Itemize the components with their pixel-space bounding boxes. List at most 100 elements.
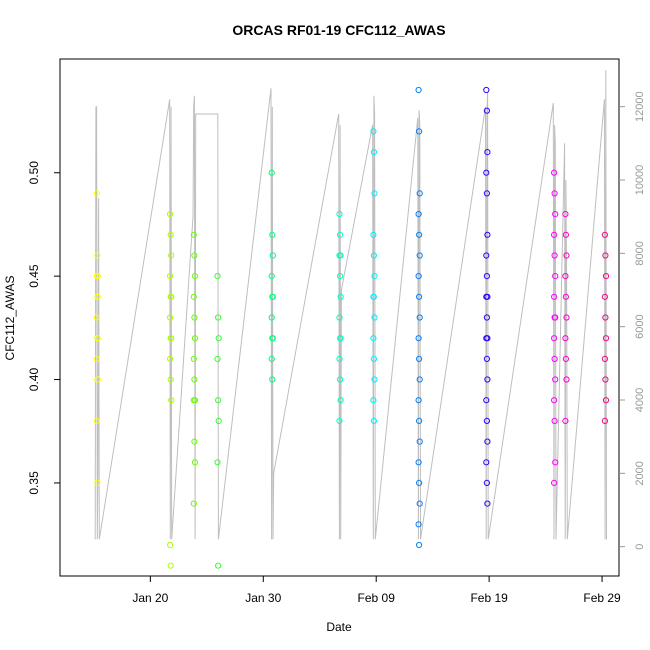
data-point	[551, 252, 558, 259]
y2-tick-label: 4000	[634, 388, 646, 412]
data-point	[484, 500, 491, 507]
data-point	[167, 355, 174, 362]
data-point	[416, 190, 423, 197]
data-point	[551, 190, 558, 197]
data-point	[601, 231, 609, 238]
data-point	[483, 479, 490, 486]
x-tick-label: Jan 30	[245, 591, 281, 605]
altitude-track	[94, 69, 607, 540]
y-axis-label: CFC112_AWAS	[3, 276, 17, 361]
altitude-line	[94, 69, 607, 540]
data-point	[416, 541, 423, 549]
data-point	[215, 417, 222, 424]
data-point	[602, 314, 609, 321]
data-point	[190, 231, 197, 238]
data-point	[483, 190, 490, 197]
data-point	[167, 562, 174, 569]
data-point	[168, 397, 175, 404]
x-tick-label: Jan 20	[132, 591, 168, 605]
data-point	[562, 355, 570, 362]
data-point	[371, 190, 378, 197]
data-point	[190, 293, 197, 300]
data-point	[370, 355, 377, 362]
data-point	[336, 314, 343, 321]
data-point	[94, 252, 101, 259]
data-point	[370, 149, 377, 156]
data-point	[416, 231, 423, 238]
data-point	[415, 211, 422, 218]
data-point	[416, 314, 423, 321]
data-point	[563, 314, 570, 321]
data-point	[167, 211, 174, 218]
y-tick-label: 0.45	[27, 264, 41, 288]
y2-tick-label: 8000	[634, 241, 646, 265]
data-point	[268, 355, 275, 362]
data-point	[416, 355, 423, 362]
chart-title: ORCAS RF01-19 CFC112_AWAS	[232, 22, 445, 38]
data-point	[484, 438, 491, 445]
data-point	[551, 169, 558, 176]
data-point	[416, 252, 423, 259]
data-point	[483, 314, 490, 321]
data-point	[416, 500, 423, 507]
y2-tick-label: 12000	[634, 91, 646, 122]
data-point	[483, 459, 490, 466]
data-point	[93, 314, 100, 321]
data-point	[167, 314, 174, 321]
data-points	[93, 86, 610, 569]
data-point	[552, 459, 559, 466]
data-point	[563, 252, 570, 259]
data-point	[93, 190, 100, 197]
data-point	[602, 397, 610, 404]
data-point	[337, 397, 344, 404]
data-point	[190, 500, 197, 507]
y2-tick-label: 6000	[634, 314, 646, 338]
y-tick-label: 0.35	[27, 471, 41, 495]
data-point	[483, 417, 490, 424]
data-point	[370, 252, 377, 259]
data-point	[416, 293, 423, 300]
data-point	[602, 376, 609, 383]
data-point	[167, 273, 174, 280]
data-point	[551, 335, 558, 342]
data-point	[551, 479, 558, 486]
data-point	[370, 397, 377, 404]
data-point	[269, 376, 276, 383]
data-point	[215, 314, 222, 321]
data-point	[602, 252, 609, 259]
data-point	[168, 252, 175, 259]
data-point	[551, 293, 558, 300]
data-point	[190, 397, 197, 404]
y2-tick-label: 2000	[634, 461, 646, 485]
y2-tick-label: 0	[634, 544, 646, 550]
data-point	[415, 335, 422, 342]
data-point	[168, 335, 175, 342]
data-point	[601, 417, 609, 424]
data-point	[415, 521, 422, 528]
data-point	[93, 355, 100, 362]
data-point	[415, 86, 422, 94]
data-point	[602, 335, 610, 342]
data-point	[191, 252, 198, 259]
data-point	[214, 273, 221, 280]
data-point	[601, 355, 609, 362]
data-point	[215, 562, 222, 569]
data-point	[94, 479, 101, 486]
data-point	[371, 273, 378, 280]
data-point	[214, 459, 221, 466]
data-point	[562, 273, 569, 280]
data-point	[269, 335, 276, 342]
data-point	[562, 293, 570, 300]
data-point	[191, 376, 198, 383]
data-point	[552, 376, 559, 383]
data-point	[336, 417, 343, 424]
data-point	[337, 376, 344, 383]
data-point	[563, 376, 570, 383]
data-point	[269, 231, 276, 238]
data-point	[551, 355, 558, 362]
x-axis-label: Date	[326, 620, 352, 634]
data-point	[484, 149, 491, 156]
data-point	[215, 335, 222, 342]
data-point	[483, 273, 490, 280]
data-point	[370, 128, 377, 135]
